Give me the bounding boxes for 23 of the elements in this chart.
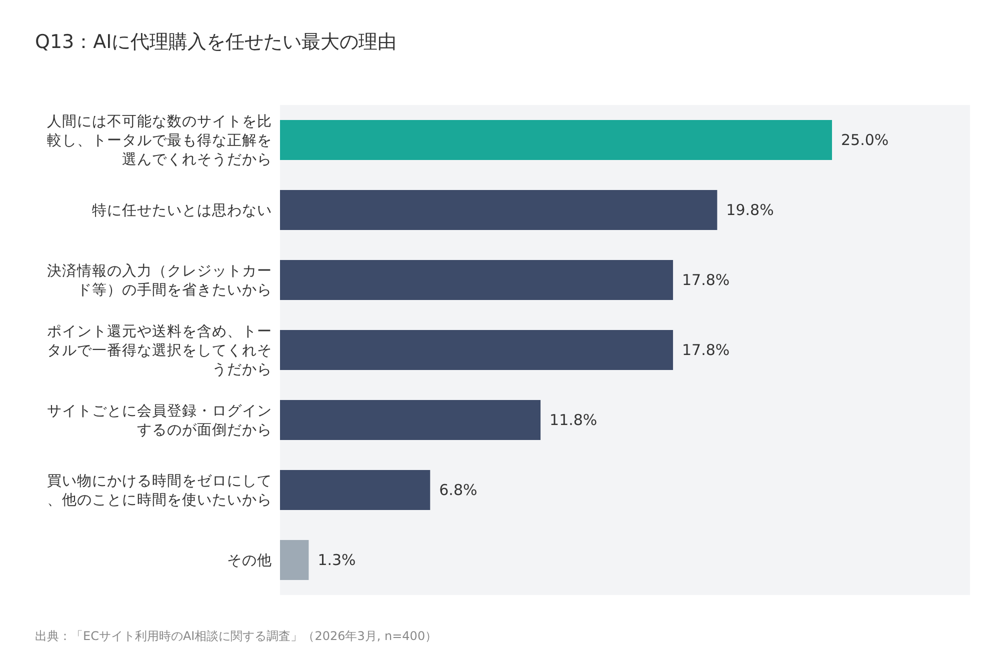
source-note: 出典：「ECサイト利用時のAI相談に関する調査」（2026年3月, n=400） bbox=[35, 629, 438, 643]
data-label: 6.8% bbox=[439, 481, 478, 499]
bar bbox=[280, 400, 541, 440]
y-tick-label: ポイント還元や送料を含め、トータルで一番得な選択をしてくれそうだから bbox=[47, 323, 272, 378]
data-label: 19.8% bbox=[726, 201, 774, 219]
data-label: 1.3% bbox=[318, 551, 356, 569]
y-tick-label: サイトごとに会員登録・ログインするのが面倒だから bbox=[47, 402, 272, 438]
y-tick-label: 買い物にかける時間をゼロにして、他のことに時間を使いたいから bbox=[47, 472, 272, 508]
y-tick-label: 特に任せたいとは思わない bbox=[92, 202, 272, 219]
data-label: 25.0% bbox=[841, 131, 889, 149]
chart-title: Q13：AIに代理購入を任せたい最大の理由 bbox=[35, 31, 397, 53]
y-tick-label: 決済情報の入力（クレジットカード等）の手間を省きたいから bbox=[47, 262, 272, 298]
bar bbox=[280, 330, 674, 370]
bar bbox=[280, 190, 718, 230]
bar bbox=[280, 540, 309, 580]
bar bbox=[280, 260, 674, 300]
bar bbox=[280, 120, 832, 160]
bar bbox=[280, 470, 430, 510]
data-label: 17.8% bbox=[682, 271, 730, 289]
data-label: 11.8% bbox=[550, 411, 598, 429]
y-tick-label: 人間には不可能な数のサイトを比較し、トータルで最も得な正解を選んでくれそうだから bbox=[47, 113, 272, 168]
y-tick-label: その他 bbox=[227, 552, 272, 569]
data-label: 17.8% bbox=[682, 341, 730, 359]
